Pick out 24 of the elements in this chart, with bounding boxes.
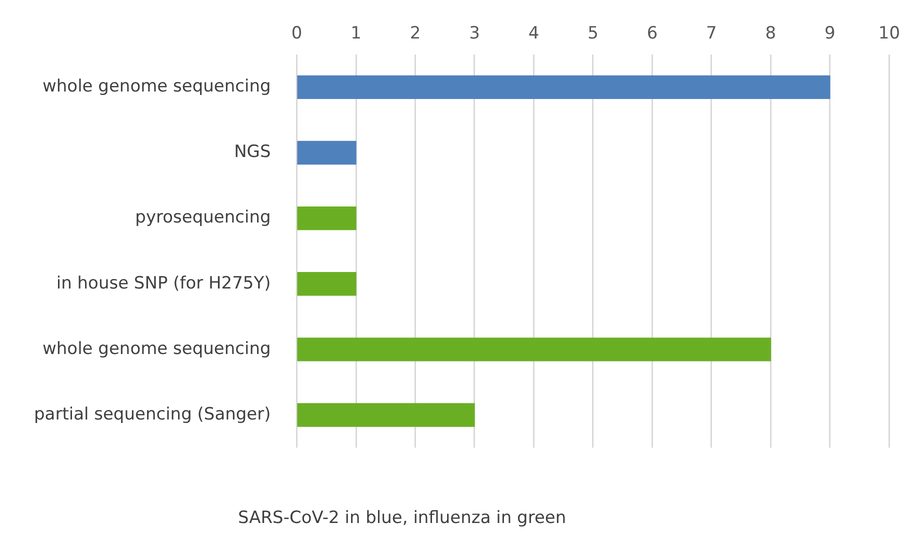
bar xyxy=(297,272,356,296)
bar xyxy=(297,338,772,362)
y-tick-label: pyrosequencing xyxy=(135,208,271,228)
x-tick-label: 10 xyxy=(878,24,900,44)
x-tick-label: 0 xyxy=(291,24,302,44)
text: SARS-CoV-2 in blue, influenza in green xyxy=(237,508,568,528)
bar xyxy=(297,75,830,100)
x-tick-label: 6 xyxy=(646,24,658,44)
x-tick-label: 5 xyxy=(588,24,598,44)
x-tick-label: 3 xyxy=(469,24,480,44)
bar xyxy=(297,206,356,230)
bar xyxy=(297,403,475,427)
y-tick-label: whole genome sequencing xyxy=(42,338,271,359)
y-tick-label: NGS xyxy=(234,142,271,162)
x-tick-label: 9 xyxy=(824,24,836,44)
y-tick-label: whole genome sequencing xyxy=(42,76,271,97)
y-tick-label: partial sequencing (Sanger) xyxy=(34,404,271,424)
x-tick-label: 8 xyxy=(765,24,776,44)
bar xyxy=(297,140,356,165)
x-tick-label: 2 xyxy=(410,24,421,44)
x-tick-label: 1 xyxy=(350,24,362,44)
y-tick-label: in house SNP (for H275Y) xyxy=(56,273,271,294)
x-tick-label: 7 xyxy=(706,24,717,44)
x-tick-label: 4 xyxy=(528,24,540,44)
